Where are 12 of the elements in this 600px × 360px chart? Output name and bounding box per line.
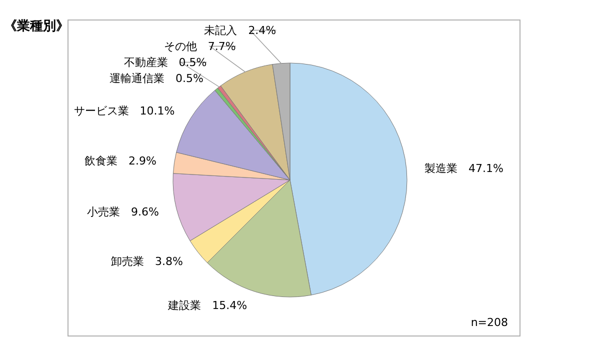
slice-label: 飲食業 2.9%: [84, 154, 156, 168]
text: n=208: [470, 316, 508, 329]
slice-label: 未記入 2.4%: [204, 24, 276, 38]
slice-label: その他 7.7%: [164, 40, 236, 54]
chart-title: 《業種別》: [4, 19, 69, 34]
slice-label: 卸売業 3.8%: [111, 254, 183, 268]
slice-label: 製造業 47.1%: [424, 162, 504, 175]
slice-label: 建設業 15.4%: [167, 298, 248, 312]
slice-label: サービス業 10.1%: [74, 104, 175, 118]
slice-label: 運輸通信業 0.5%: [110, 72, 204, 86]
slice-label: 小売業 9.6%: [86, 206, 159, 219]
slice-label: 不動産業 0.5%: [124, 56, 207, 70]
